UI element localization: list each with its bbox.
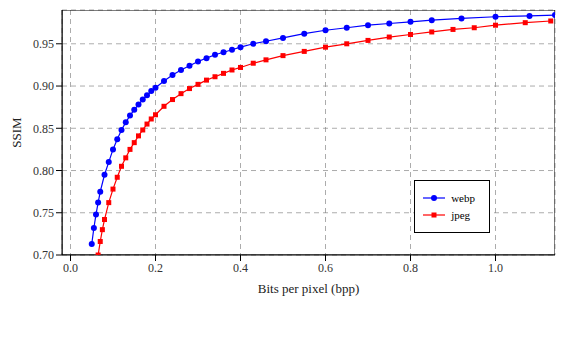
html-text:webp: webp (451, 192, 475, 204)
svg-text:0.95: 0.95 (33, 37, 54, 51)
html-text:jpeg: jpeg (451, 209, 471, 221)
svg-text:0.0: 0.0 (63, 261, 78, 275)
svg-text:0.6: 0.6 (318, 261, 333, 275)
svg-text:0.70: 0.70 (33, 248, 54, 262)
svg-text:1.0: 1.0 (488, 261, 503, 275)
svg-text:0.80: 0.80 (33, 164, 54, 178)
svg-text:0.85: 0.85 (33, 122, 54, 136)
svg-text:0.8: 0.8 (403, 261, 418, 275)
svg-text:Bits per pixel (bpp): Bits per pixel (bpp) (258, 281, 359, 296)
svg-text:0.2: 0.2 (148, 261, 163, 275)
svg-text:0.4: 0.4 (233, 261, 248, 275)
svg-text:0.90: 0.90 (33, 79, 54, 93)
svg-text:SSIM: SSIM (9, 117, 24, 148)
svg-text:0.75: 0.75 (33, 206, 54, 220)
